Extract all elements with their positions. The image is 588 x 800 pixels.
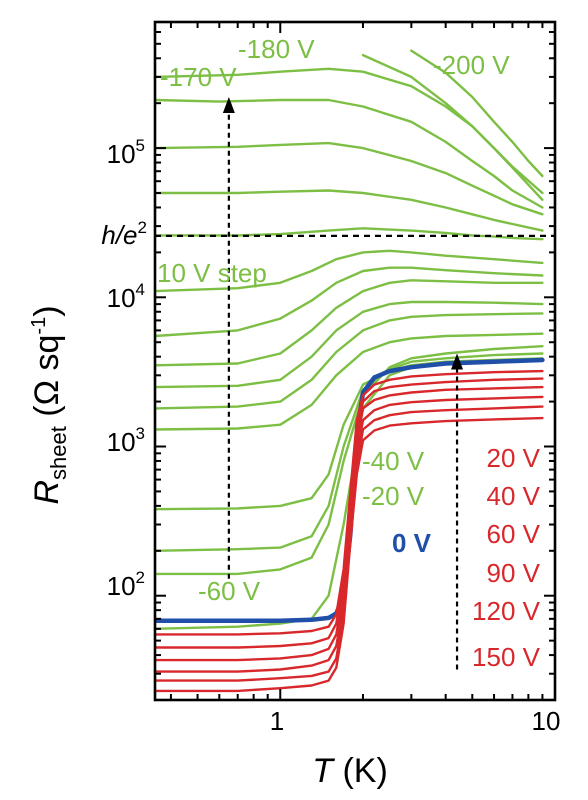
series-line-unlabeled-11 — [155, 312, 544, 410]
label-20v: 20 V — [487, 443, 541, 473]
arrows-group — [222, 97, 464, 670]
label-minus-60v: -60 V — [198, 576, 261, 606]
hall-reference-label-base: h/e — [101, 220, 137, 250]
series-line--60v — [155, 345, 544, 576]
y-axis-label: Rsheet (Ω sq-1) — [28, 305, 71, 504]
data-curves — [155, 49, 545, 693]
y-tick-label-1e3: 103 — [107, 424, 145, 457]
arrow-up-right-head — [451, 353, 464, 370]
label-0v: 0 V — [392, 528, 432, 558]
label-150v: 150 V — [472, 642, 541, 672]
y-tick-label-1e4: 104 — [107, 280, 145, 313]
series-line-unlabeled-9 — [155, 279, 544, 367]
y-tick-label-1e5: 105 — [107, 136, 145, 169]
label-90v: 90 V — [487, 558, 541, 588]
arrow-up-left-head — [222, 97, 235, 114]
series-line-unlabeled-4 — [155, 141, 544, 216]
series-line-unlabeled-12 — [155, 332, 544, 431]
x-axis-label: T (K) — [312, 752, 388, 790]
label-60v: 60 V — [487, 519, 541, 549]
y-tick-label-1e2: 102 — [107, 568, 145, 601]
label-minus-20v: -20 V — [362, 481, 425, 511]
series-line-unlabeled-10 — [155, 300, 544, 389]
red-gate-labels: 20 V 40 V 60 V 90 V 120 V 150 V — [472, 443, 541, 672]
x-tick-label-10: 10 — [532, 706, 561, 736]
x-tick-label-1: 1 — [270, 706, 284, 736]
series-line-90v — [155, 395, 544, 673]
label-40v: 40 V — [487, 481, 541, 511]
series-line-unlabeled-14 — [155, 352, 544, 552]
hall-reference-label: h/e2 — [101, 218, 147, 250]
series-line-unlabeled-5 — [155, 189, 544, 232]
series-line--200v — [410, 49, 544, 178]
label-120v: 120 V — [472, 596, 541, 626]
series-line-150v — [155, 416, 544, 693]
plot-frame-group — [153, 20, 557, 702]
series-line-unlabeled-6 — [155, 227, 544, 241]
ticks-group — [155, 21, 556, 701]
label-10v-step: 10 V step — [157, 258, 267, 288]
label-minus-170v: -170 V — [160, 62, 237, 92]
hall-reference-label-exp: 2 — [138, 218, 147, 237]
label-minus-200v: -200 V — [433, 50, 510, 80]
series-line-unlabeled-8 — [155, 266, 544, 338]
label-minus-180v: -180 V — [238, 34, 315, 64]
plot-frame — [153, 20, 557, 702]
label-minus-40v: -40 V — [362, 446, 425, 476]
series-line--170v — [155, 98, 544, 209]
series-line-unlabeled-7 — [155, 249, 544, 293]
series-line--180v — [361, 53, 544, 195]
